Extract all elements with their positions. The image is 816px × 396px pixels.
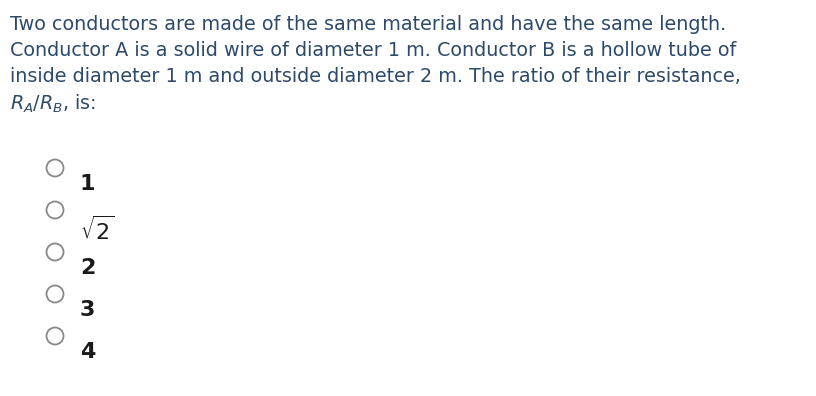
Text: 1: 1 xyxy=(80,174,95,194)
Text: Conductor A is a solid wire of diameter 1 m. Conductor B is a hollow tube of: Conductor A is a solid wire of diameter … xyxy=(10,41,736,60)
Text: Two conductors are made of the same material and have the same length.: Two conductors are made of the same mate… xyxy=(10,15,726,34)
Text: 2: 2 xyxy=(80,258,95,278)
Text: 3: 3 xyxy=(80,300,95,320)
Text: $\sqrt{2}$: $\sqrt{2}$ xyxy=(80,216,114,244)
Text: $R_A/R_B$, is:: $R_A/R_B$, is: xyxy=(10,93,96,115)
Text: 4: 4 xyxy=(80,342,95,362)
Text: inside diameter 1 m and outside diameter 2 m. The ratio of their resistance,: inside diameter 1 m and outside diameter… xyxy=(10,67,741,86)
